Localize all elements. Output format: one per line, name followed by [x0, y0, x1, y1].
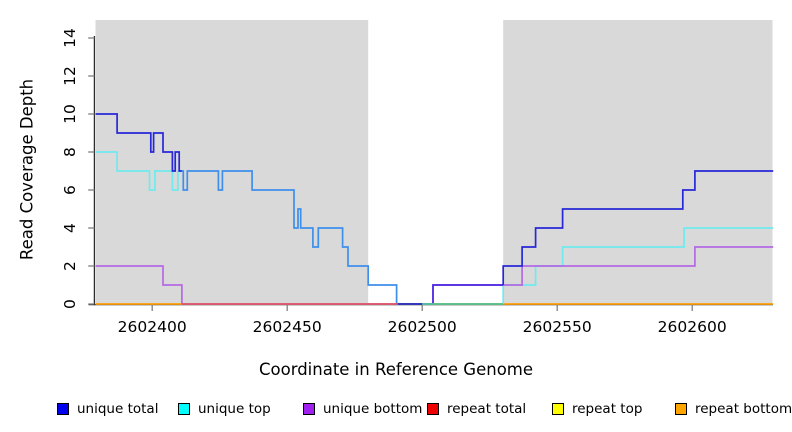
legend-item-repeat-top: repeat top: [552, 399, 642, 419]
legend-swatch-unique-top-icon: [178, 403, 190, 415]
legend-swatch-repeat-top-icon: [552, 403, 564, 415]
legend-swatch-unique-total-icon: [57, 403, 69, 415]
x-axis-title: Coordinate in Reference Genome: [258, 360, 534, 379]
legend-item-unique-bottom: unique bottom: [303, 399, 422, 419]
legend-label: unique top: [198, 401, 271, 417]
svg-text:0: 0: [61, 299, 79, 309]
legend-label: unique total: [77, 401, 159, 417]
legend-label: repeat bottom: [695, 401, 792, 417]
svg-text:14: 14: [61, 28, 79, 48]
legend-label: unique bottom: [323, 401, 423, 417]
svg-text:12: 12: [61, 66, 79, 86]
y-axis-title: Read Coverage Depth: [17, 78, 37, 261]
svg-text:2602450: 2602450: [253, 318, 322, 336]
svg-text:10: 10: [61, 104, 79, 124]
svg-text:8: 8: [61, 147, 79, 157]
legend-swatch-repeat-bottom-icon: [675, 403, 687, 415]
legend-item-repeat-total: repeat total: [427, 399, 526, 419]
svg-text:2602400: 2602400: [118, 318, 187, 336]
legend-label: repeat top: [572, 401, 643, 417]
svg-text:6: 6: [61, 185, 79, 195]
legend-item-repeat-bottom: repeat bottom: [675, 399, 792, 419]
legend-swatch-unique-bottom-icon: [303, 403, 315, 415]
svg-text:2602550: 2602550: [523, 318, 592, 336]
legend-swatch-repeat-total-icon: [427, 403, 439, 415]
legend-item-unique-total: unique total: [57, 399, 158, 419]
svg-text:4: 4: [61, 223, 79, 233]
legend: unique total unique top unique bottom re…: [0, 399, 792, 421]
svg-text:2602500: 2602500: [388, 318, 457, 336]
legend-item-unique-top: unique top: [178, 399, 271, 419]
svg-text:2602600: 2602600: [658, 318, 727, 336]
legend-label: repeat total: [447, 401, 527, 417]
svg-text:2: 2: [61, 261, 79, 271]
